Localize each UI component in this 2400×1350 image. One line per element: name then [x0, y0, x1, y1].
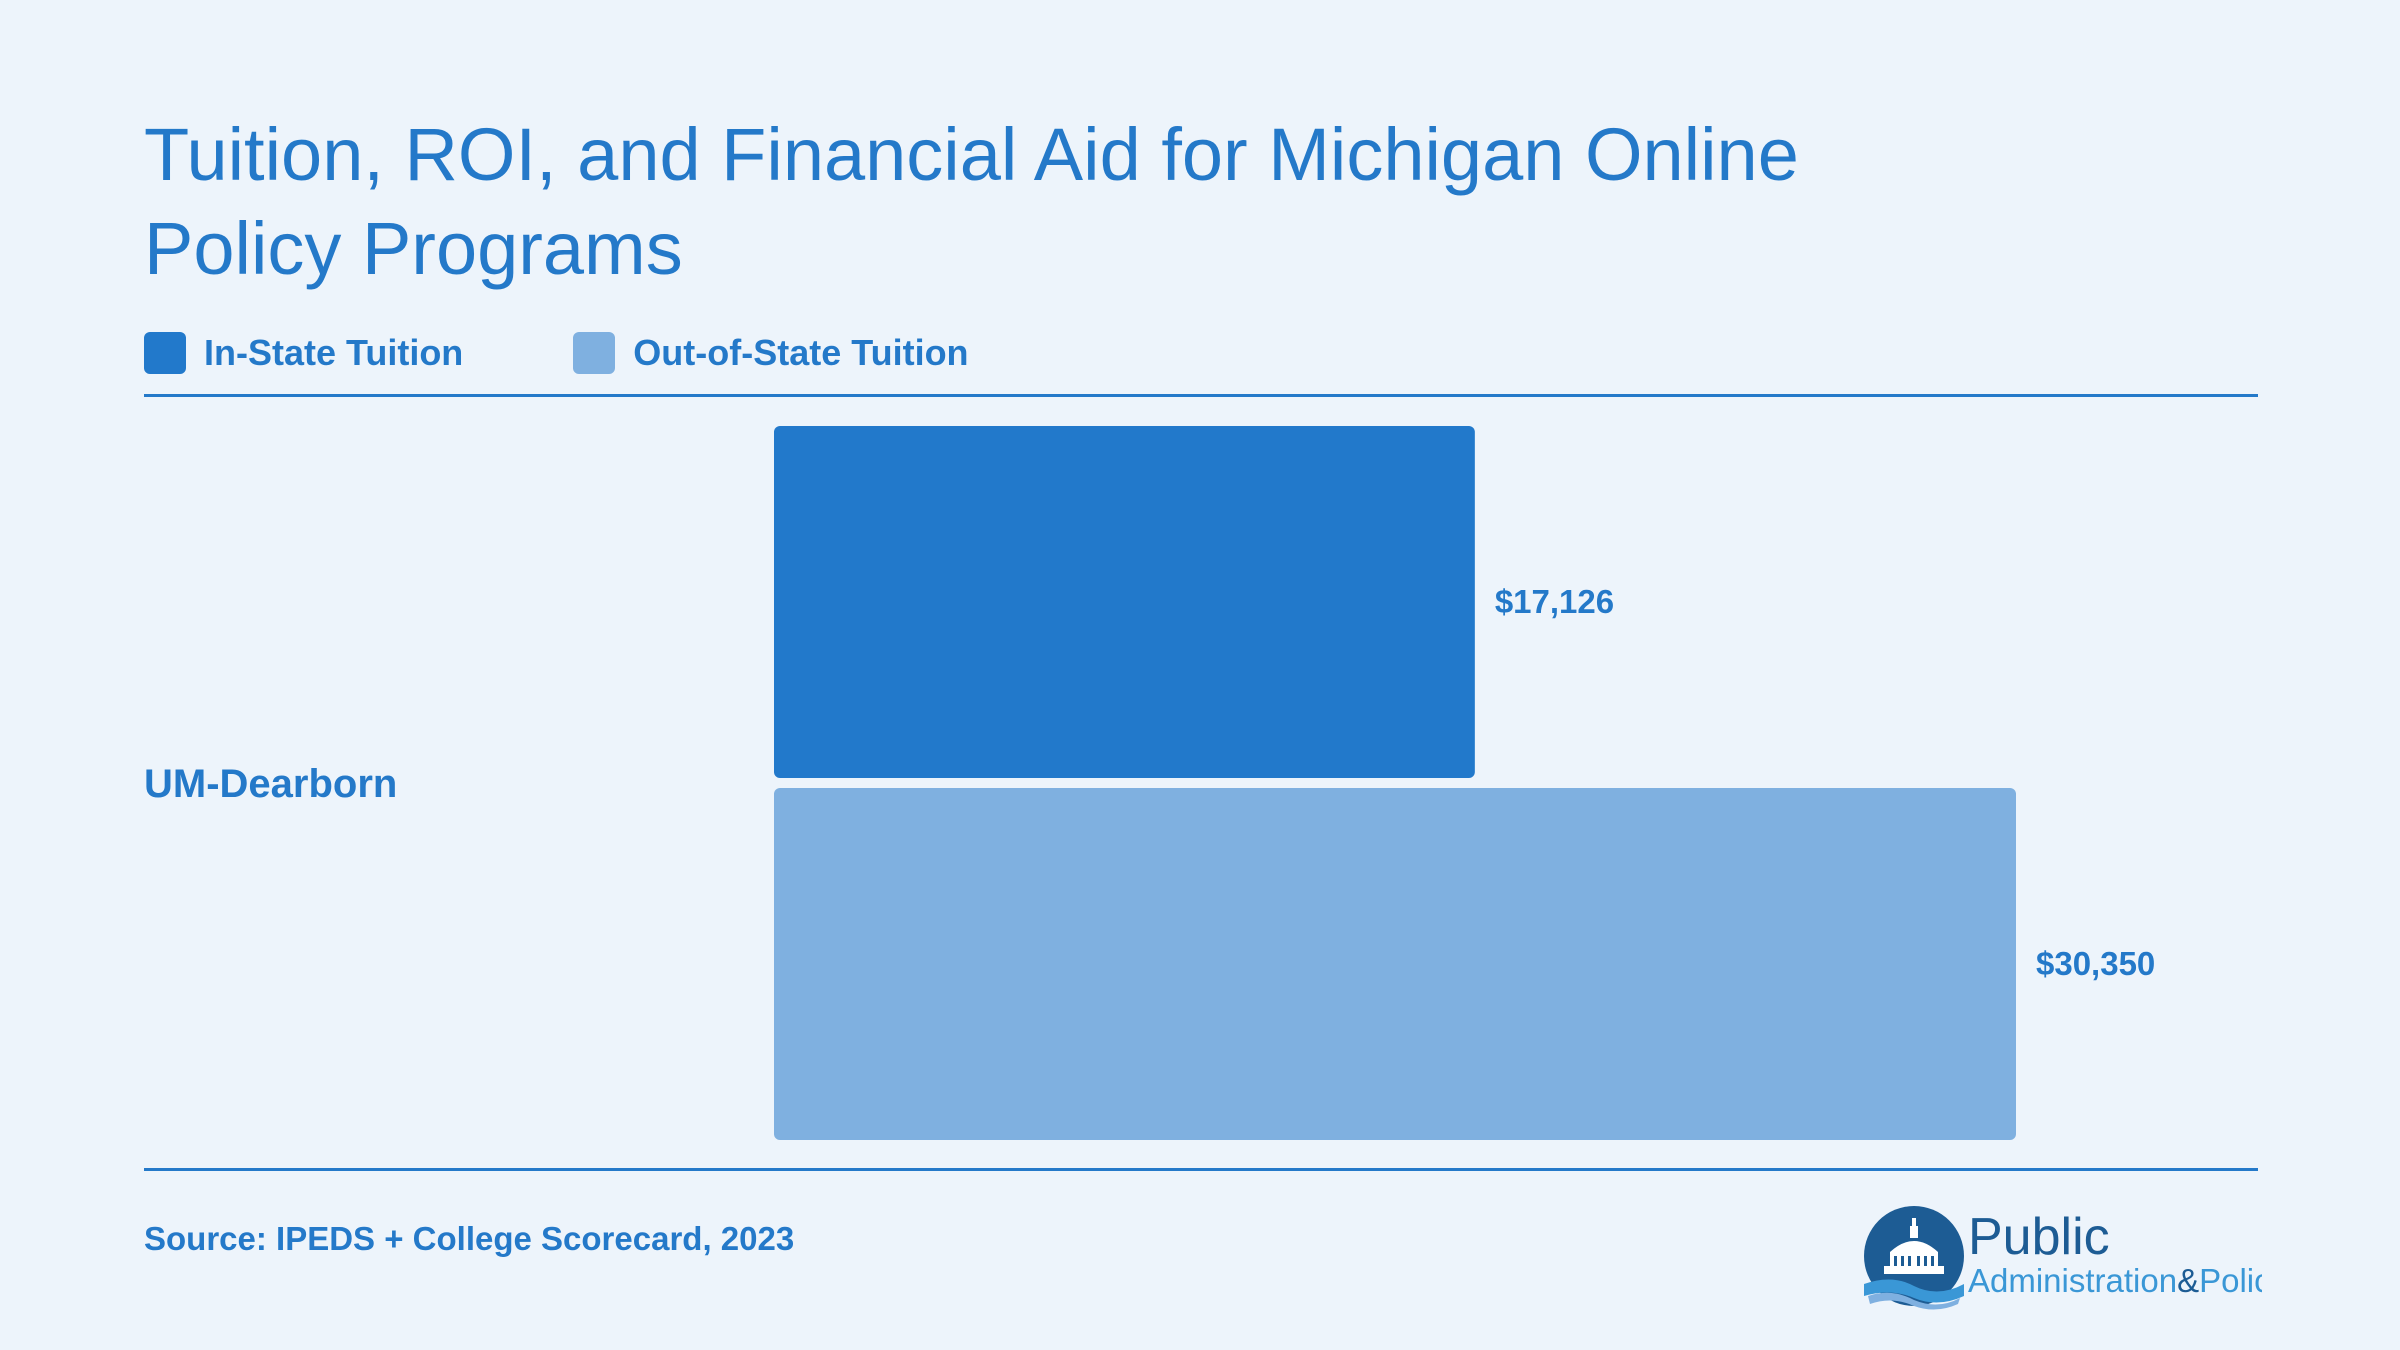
- top-divider: [144, 394, 2258, 397]
- logo-word-administration: Administration: [1968, 1262, 2177, 1299]
- legend-label-out-of-state: Out-of-State Tuition: [633, 332, 969, 373]
- logo-word-policy: Policy: [2199, 1262, 2262, 1299]
- bar-in-state-tuition: [774, 426, 1475, 778]
- bar-value-label: $30,350: [2036, 945, 2155, 982]
- legend-item-out-of-state: Out-of-State Tuition: [573, 332, 969, 374]
- category-label: UM-Dearborn: [144, 762, 397, 806]
- legend: In-State Tuition Out-of-State Tuition: [144, 330, 1079, 376]
- bottom-divider: [144, 1168, 2258, 1171]
- legend-swatch-out-of-state: [573, 332, 616, 374]
- capitol-dome-icon: [1864, 1206, 1964, 1310]
- bar-out-of-state-tuition: [774, 788, 2016, 1140]
- chart-title: Tuition, ROI, and Financial Aid for Mich…: [144, 113, 1799, 290]
- publisher-logo: Public Administration&Policy: [1864, 1206, 2262, 1310]
- legend-item-in-state: In-State Tuition: [144, 332, 463, 374]
- logo-word-public: Public: [1968, 1208, 2110, 1266]
- legend-label-in-state: In-State Tuition: [204, 332, 464, 373]
- bar-value-label: $17,126: [1495, 583, 1614, 620]
- logo-ampersand: &: [2177, 1262, 2199, 1299]
- legend-swatch-in-state: [144, 332, 186, 374]
- svg-text:Administration&Policy: Administration&Policy: [1968, 1262, 2262, 1299]
- source-note: Source: IPEDS + College Scorecard, 2023: [144, 1220, 795, 1257]
